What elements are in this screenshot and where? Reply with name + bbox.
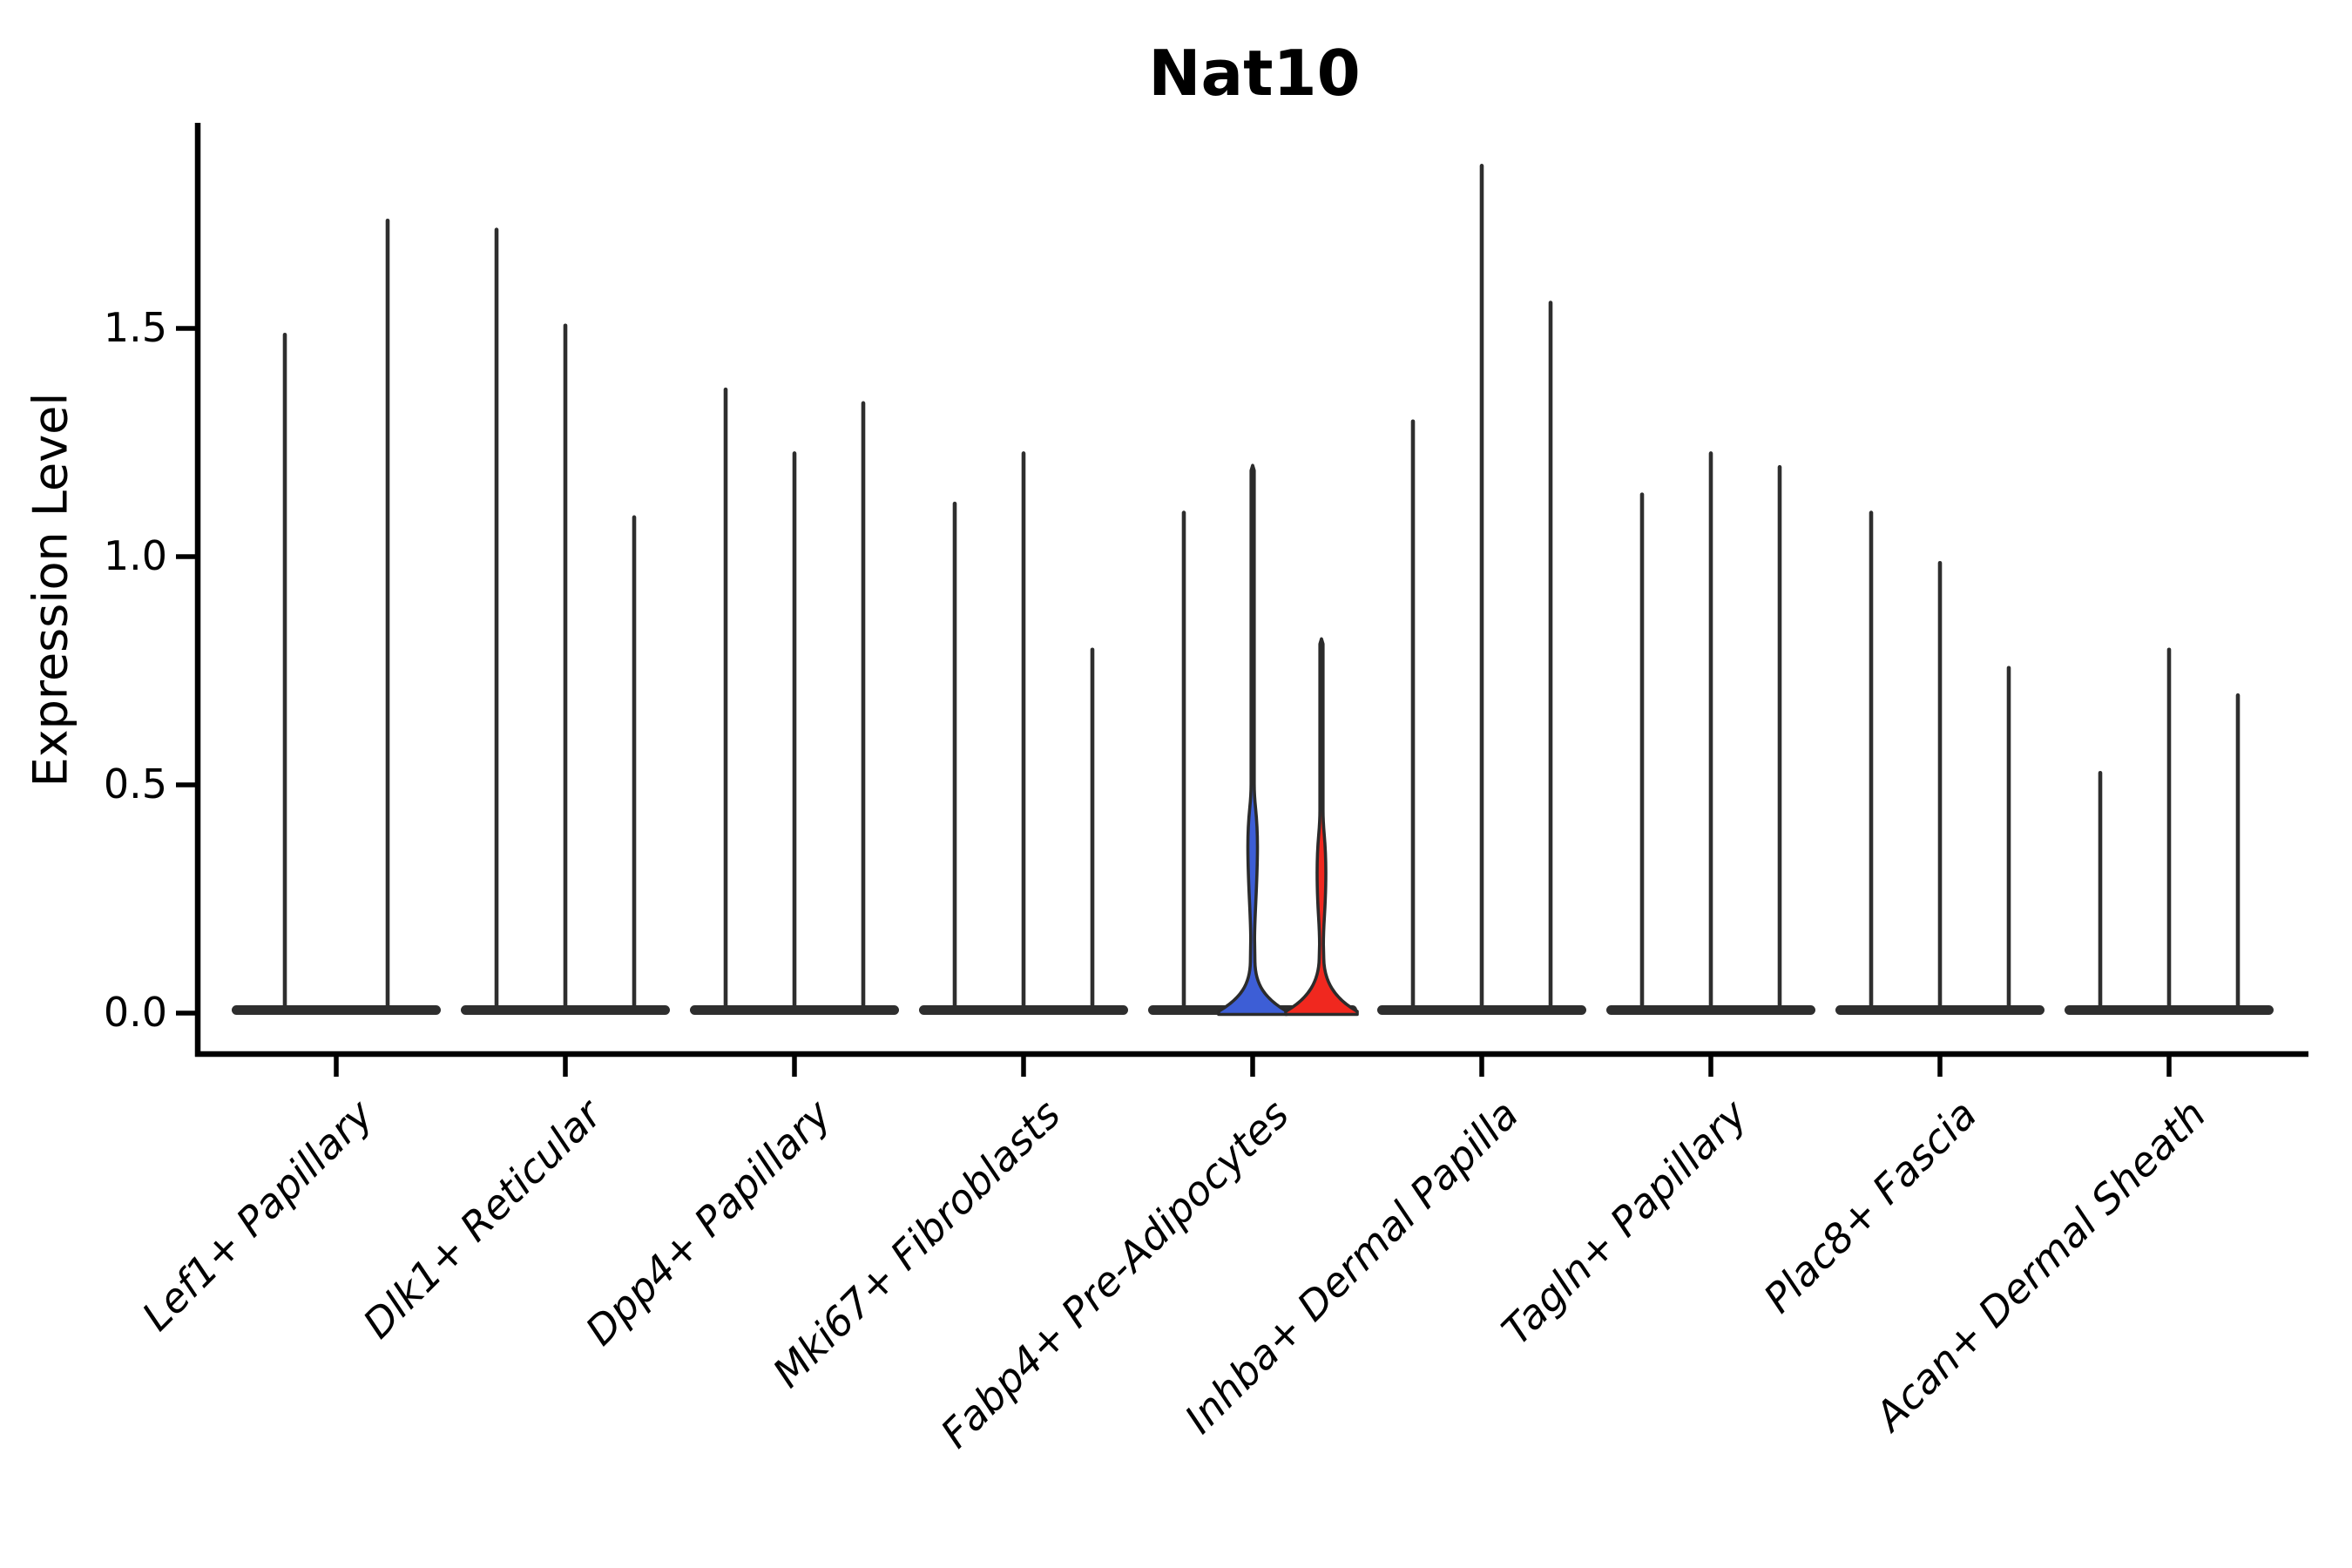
y-axis-label: Expression Level (23, 392, 78, 787)
y-tick-label: 0.0 (103, 988, 167, 1036)
violin-body-red (1284, 637, 1359, 1017)
chart-title: Nat10 (1148, 37, 1361, 110)
violin-baseline (232, 1005, 441, 1015)
y-tick-label: 0.5 (103, 760, 167, 808)
violin-body-blue (1217, 463, 1288, 1017)
y-tick-label: 1.5 (103, 303, 167, 351)
y-tick-label: 1.0 (103, 531, 167, 579)
